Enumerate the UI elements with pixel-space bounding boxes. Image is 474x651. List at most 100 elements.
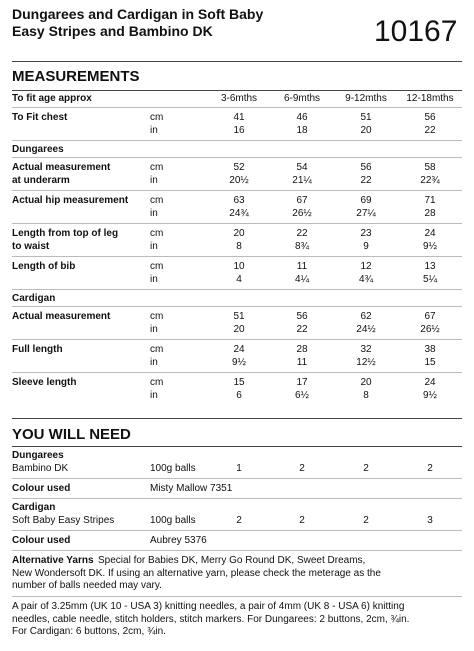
rule (12, 339, 462, 340)
unit: in (150, 175, 158, 186)
row-label: Actual hip measurement (12, 195, 129, 206)
value: 28 (424, 208, 436, 219)
rule (12, 596, 462, 597)
value: 24 (424, 228, 436, 239)
row-label: at underarm (12, 175, 70, 186)
alt-text: number of balls needed may vary. (12, 580, 162, 591)
alt-text: Special for Babies DK, Merry Go Round DK… (98, 555, 366, 566)
rule (12, 478, 462, 479)
row-label: to waist (12, 241, 50, 252)
value: 24½ (356, 324, 376, 335)
unit: cm (150, 112, 164, 123)
value: 56 (424, 112, 436, 123)
rule (12, 223, 462, 224)
title: Dungarees and Cardigan in Soft Baby (12, 6, 264, 22)
title: Easy Stripes and Bambino DK (12, 23, 213, 39)
value: 4¼ (295, 274, 309, 285)
value: 23 (360, 228, 372, 239)
unit: in (150, 241, 158, 252)
row-label: Sleeve length (12, 377, 77, 388)
value: 11 (296, 357, 308, 368)
section-heading: YOU WILL NEED (12, 426, 131, 443)
value: 67 (424, 311, 436, 322)
unit: cm (150, 311, 164, 322)
value: 9 (363, 241, 369, 252)
value: 15 (424, 357, 436, 368)
sub-heading: Cardigan (12, 502, 56, 513)
value: 24 (233, 344, 245, 355)
size: 9-12mths (345, 93, 387, 104)
unit: cm (150, 377, 164, 388)
balls: 2 (363, 515, 369, 526)
unit: cm (150, 261, 164, 272)
section-heading: MEASUREMENTS (12, 68, 140, 85)
value: 69 (360, 195, 372, 206)
value: 52 (233, 162, 245, 173)
rule (12, 418, 462, 419)
value: 21¼ (292, 175, 312, 186)
value: 41 (233, 112, 245, 123)
unit: cm (150, 195, 164, 206)
balls: 2 (299, 463, 305, 474)
rule (12, 190, 462, 191)
pattern-number: 10167 (374, 15, 458, 48)
row-label: Actual measurement (12, 162, 111, 173)
size: 6-9mths (283, 93, 321, 104)
row-label: Length from top of leg (12, 228, 119, 239)
value: 22 (296, 324, 308, 335)
yarn-name: Soft Baby Easy Stripes (12, 515, 115, 526)
unit: cm (150, 162, 164, 173)
alt-text: New Wondersoft DK. If using an alternati… (12, 567, 381, 579)
balls: 2 (299, 515, 305, 526)
value: 24¾ (229, 208, 249, 219)
value: 22 (296, 228, 308, 239)
value: 20½ (229, 175, 249, 186)
unit: in (150, 208, 158, 219)
row-label: Colour used (12, 535, 71, 546)
value: 10 (233, 261, 245, 272)
value: 20 (233, 228, 245, 239)
rule (12, 140, 462, 141)
unit: in (150, 357, 158, 368)
rule (12, 61, 462, 62)
value: 32 (360, 344, 372, 355)
rule (12, 372, 462, 373)
value: 26½ (420, 324, 440, 335)
value: 9½ (423, 390, 437, 401)
value: 26½ (292, 208, 312, 219)
value: 67 (296, 195, 308, 206)
row-label: Actual measurement (12, 311, 111, 322)
unit: cm (150, 228, 164, 239)
yarn-name: Bambino DK (12, 463, 69, 474)
rule (12, 498, 462, 499)
rule (12, 289, 462, 290)
unit: in (150, 274, 158, 285)
size: 3-6mths (220, 93, 258, 104)
sub-heading: Dungarees (12, 450, 64, 461)
value: 51 (233, 311, 245, 322)
value: 22¾ (420, 175, 440, 186)
rule (12, 256, 462, 257)
value: 63 (233, 195, 245, 206)
alt-label: Alternative Yarns (12, 555, 94, 566)
row-label: Length of bib (12, 261, 76, 272)
value: 6 (236, 390, 242, 401)
rule (12, 107, 462, 108)
value: 9½ (423, 241, 437, 252)
row-label: To Fit chest (12, 112, 68, 123)
rule (12, 446, 462, 447)
value: 46 (296, 112, 308, 123)
rule (12, 157, 462, 158)
value: 17 (296, 377, 308, 388)
value: 22 (424, 125, 436, 136)
needles-text: A pair of 3.25mm (UK 10 - USA 3) knittin… (12, 601, 405, 612)
value: 20 (233, 324, 245, 335)
value: 8 (363, 390, 369, 401)
value: 11 (296, 261, 308, 272)
needles-text: needles, cable needle, stitch holders, s… (12, 613, 410, 625)
balls: 2 (427, 463, 433, 474)
value: 28 (296, 344, 308, 355)
value: 4 (236, 274, 242, 285)
rule (12, 90, 462, 91)
